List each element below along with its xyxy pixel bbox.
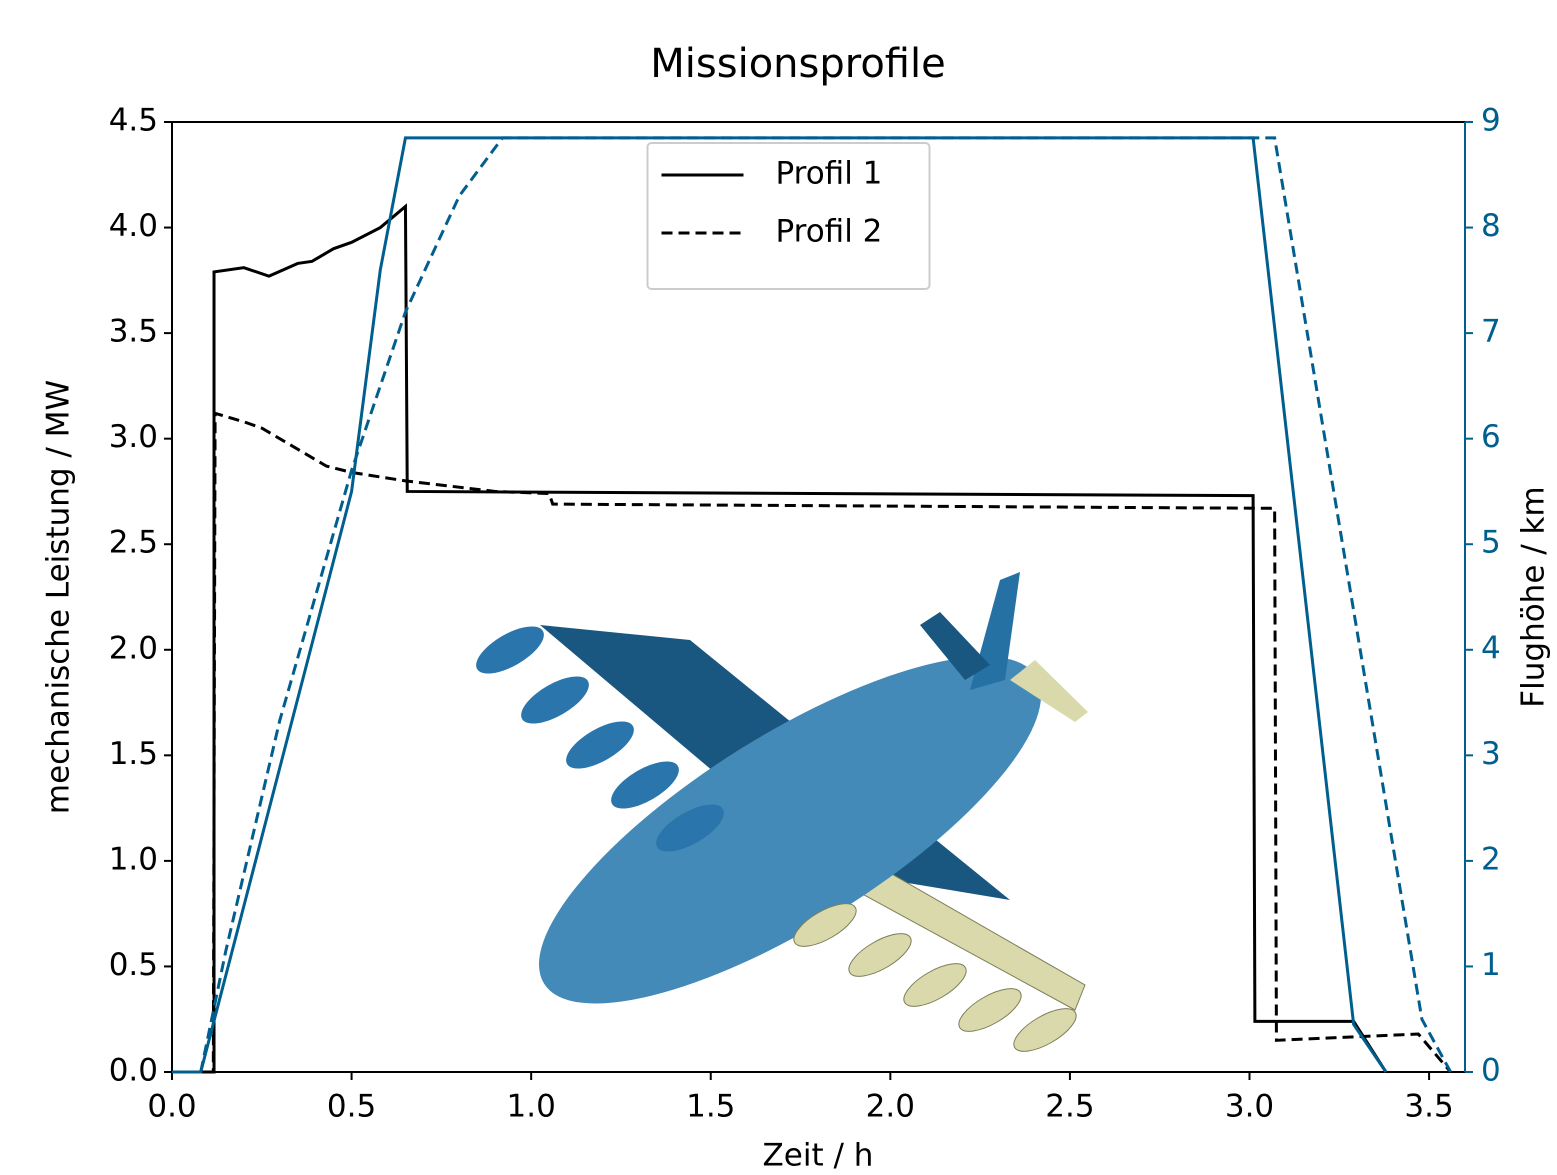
x-tick-label: 2.0 xyxy=(866,1089,915,1125)
y2-tick-label: 4 xyxy=(1481,630,1501,666)
x-tick-label: 1.0 xyxy=(507,1089,556,1125)
x-tick-label: 1.5 xyxy=(686,1089,735,1125)
legend-label: Profil 1 xyxy=(776,156,883,192)
x-tick-label: 0.5 xyxy=(327,1089,376,1125)
y2-tick-label: 5 xyxy=(1481,525,1501,561)
y2-tick-label: 8 xyxy=(1481,208,1501,244)
y2-tick-label: 7 xyxy=(1481,314,1501,350)
y-tick-label: 2.0 xyxy=(109,630,158,666)
y2-axis-label: Flughöhe / km xyxy=(1516,486,1552,707)
y-axis-label: mechanische Leistung / MW xyxy=(41,380,77,814)
y-tick-label: 1.0 xyxy=(109,841,158,877)
y-tick-label: 3.0 xyxy=(109,419,158,455)
x-tick-label: 3.5 xyxy=(1404,1089,1453,1125)
y2-tick-label: 9 xyxy=(1481,103,1501,139)
y-tick-label: 2.5 xyxy=(109,525,158,561)
y-tick-label: 4.5 xyxy=(109,103,158,139)
y2-tick-label: 3 xyxy=(1481,736,1501,772)
x-tick-label: 3.0 xyxy=(1225,1089,1274,1125)
x-axis-label: Zeit / h xyxy=(763,1138,874,1174)
y-tick-label: 3.5 xyxy=(109,314,158,350)
legend-label: Profil 2 xyxy=(776,214,883,250)
y-tick-label: 0.5 xyxy=(109,947,158,983)
x-tick-label: 2.5 xyxy=(1045,1089,1094,1125)
chart-title: Missionsprofile xyxy=(650,41,945,87)
y-tick-label: 1.5 xyxy=(109,736,158,772)
y2-tick-label: 1 xyxy=(1481,947,1501,983)
chart: Missionsprofile Zeit / h mechanische Lei… xyxy=(0,0,1557,1175)
y-tick-label: 0.0 xyxy=(109,1053,158,1089)
x-tick-label: 0.0 xyxy=(147,1089,196,1125)
y2-tick-label: 0 xyxy=(1481,1053,1501,1089)
y2-tick-label: 2 xyxy=(1481,841,1501,877)
y-tick-label: 4.0 xyxy=(109,208,158,244)
airplane-illustration xyxy=(469,572,1088,1064)
y2-tick-label: 6 xyxy=(1481,419,1501,455)
